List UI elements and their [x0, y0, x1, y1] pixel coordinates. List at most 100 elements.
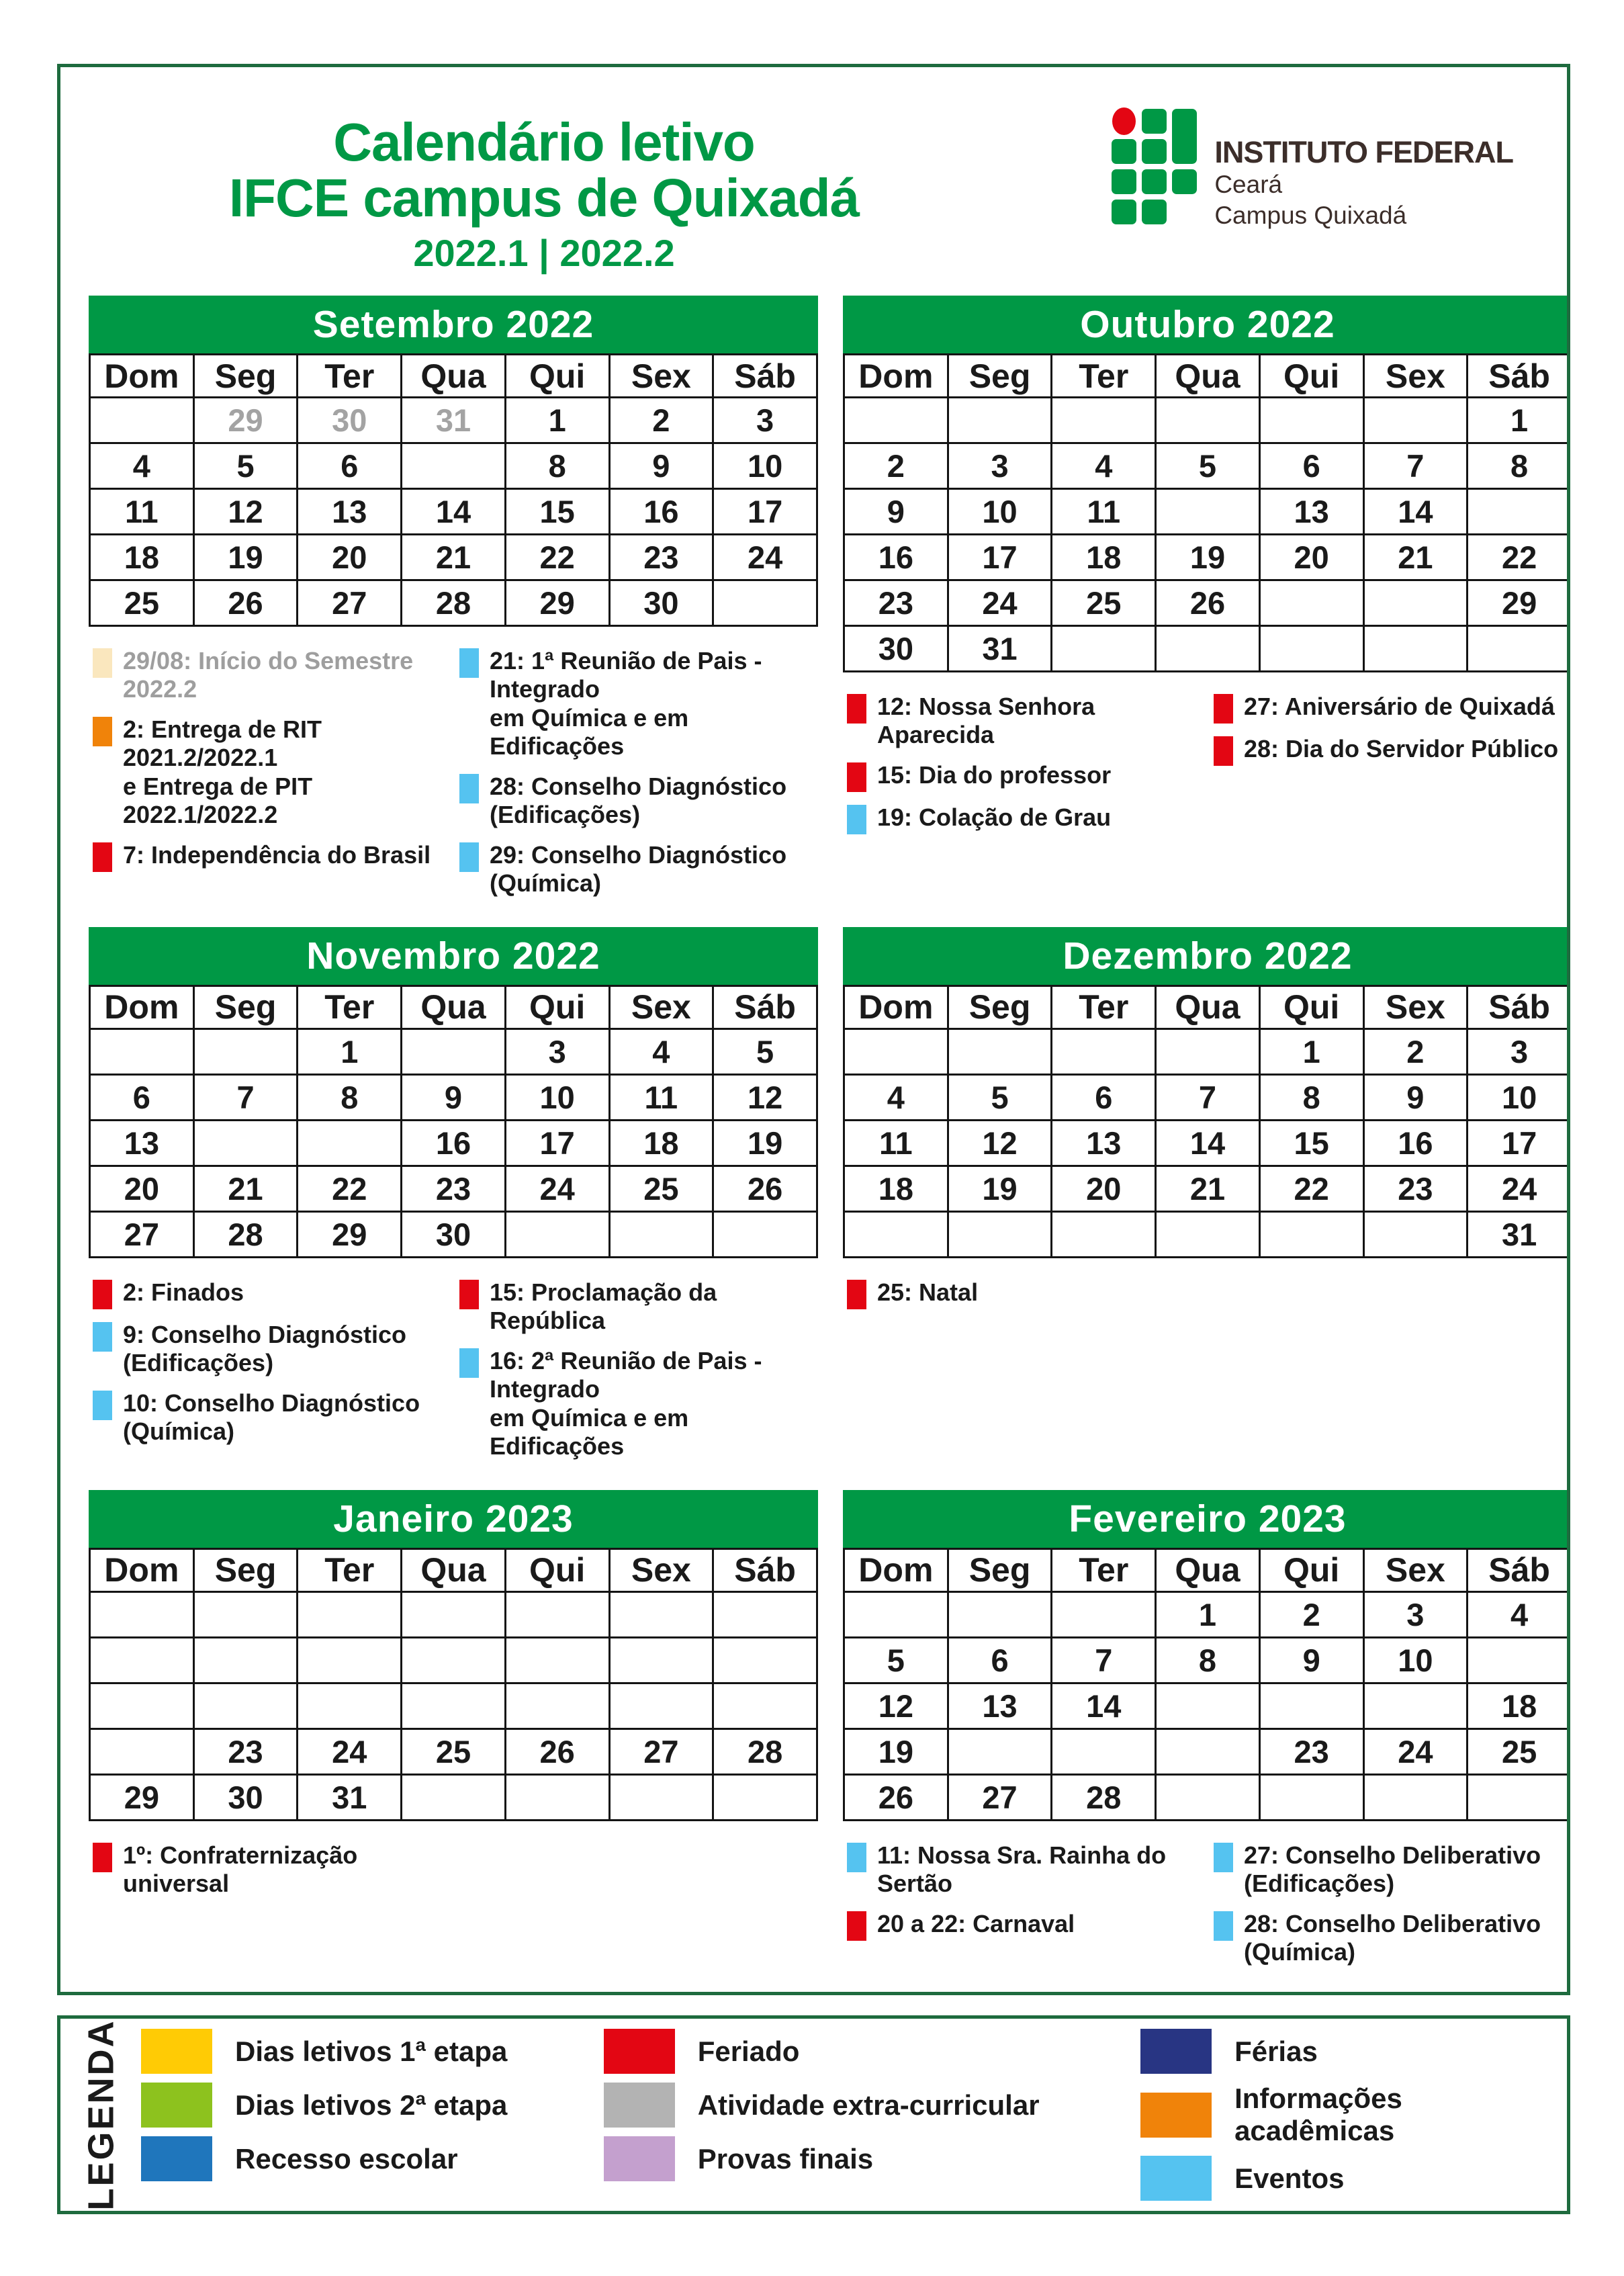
day-cell: 24 [1466, 1164, 1567, 1213]
legend-color-swatch [1214, 1911, 1233, 1941]
month-calendar: Setembro 2022 Dom Seg Ter Qua Qui Sex Sáb 29 30 31… [89, 296, 818, 910]
weekday-header: Qua [1155, 1547, 1261, 1593]
week-row: 18 19 20 21 22 23 24 [843, 1164, 1567, 1213]
month-legend-column: 12: Nossa Senhora Aparecida 15: Dia do pr… [847, 693, 1202, 846]
calendar-poster: Calendário letivo IFCE campus de Quixadá… [57, 64, 1570, 1995]
day-cell: 28 [1362, 579, 1469, 627]
month-legend-column: 27: Conselho Deliberativo (Edificações) 2… [1214, 1841, 1567, 1978]
day-cell: 11 [608, 1073, 715, 1121]
legend-color-swatch [459, 842, 479, 872]
day-cell: 10 [946, 488, 1053, 535]
day-cell: 15 [296, 1119, 403, 1167]
day-cell [843, 1027, 949, 1076]
day-cell: 17 [1466, 1119, 1567, 1167]
legenda-column: Dias letivos 1ª etapa Dias letivos 2ª eta… [141, 2020, 604, 2209]
legend-color-swatch [847, 1911, 866, 1941]
legend-color-swatch [459, 1279, 479, 1309]
day-cell: 28 [400, 579, 506, 627]
day-cell: 17 [504, 1119, 611, 1167]
day-cell: 19 [843, 1727, 949, 1776]
day-cell: 7 [192, 1073, 299, 1121]
day-cell: 3 [296, 1590, 403, 1638]
day-cell: 4 [1050, 442, 1157, 490]
legenda-box: LEGENDA Dias letivos 1ª etapa Dias letivo… [57, 2015, 1570, 2214]
week-row: 19 20 21 22 23 24 25 [843, 1727, 1567, 1776]
day-cell: 16 [400, 1119, 506, 1167]
weekday-header: Qui [1258, 984, 1365, 1030]
day-cell: 26 [192, 579, 299, 627]
day-cell: 14 [400, 488, 506, 535]
legend-text-line: 15: Dia do professor [877, 760, 1112, 789]
day-cell [504, 1210, 611, 1258]
day-cell: 12 [1155, 488, 1261, 535]
month-legend-item: 25: Natal [847, 1278, 1202, 1309]
week-row: 29 30 31 [89, 1773, 818, 1821]
day-cell: 29 [1258, 1210, 1365, 1258]
month-legend-text: 10: Conselho Diagnóstico (Química) [123, 1389, 447, 1446]
day-cell: 3 [1362, 1590, 1469, 1638]
legend-color-swatch [141, 2029, 212, 2074]
weekday-header: Sáb [1466, 984, 1567, 1030]
legend-color-swatch [1140, 2029, 1212, 2074]
weekday-header: Sáb [712, 1547, 818, 1593]
month-title: Novembro 2022 [89, 926, 818, 985]
month-legend: 2: Finados 9: Conselho Diagnóstico (Edifi… [93, 1278, 814, 1473]
month-legend-column: 29/08: Início do Semestre 2022.2 2: Entre… [93, 647, 447, 910]
day-cell: 13 [296, 488, 403, 535]
day-cell: 19 [1155, 533, 1261, 581]
ifce-logo: INSTITUTO FEDERAL Ceará Campus Quixadá [1112, 102, 1514, 231]
weekday-header: Ter [1050, 984, 1157, 1030]
month-legend-item: 2: Entrega de RIT 2021.2/2022.1 e Entrega… [93, 715, 447, 830]
day-cell: 24 [296, 1727, 403, 1776]
week-row: 27 28 29 30 [89, 1210, 818, 1258]
week-row: 13 14 15 16 17 18 19 [89, 1119, 818, 1167]
weekday-header: Sex [608, 1547, 715, 1593]
month-legend: 12: Nossa Senhora Aparecida 15: Dia do pr… [847, 693, 1567, 846]
day-cell: 31 [400, 396, 506, 444]
month-legend-item: 15: Dia do professor [847, 761, 1202, 792]
weekday-header: Dom [89, 353, 195, 398]
day-cell: 4 [89, 442, 195, 490]
month-legend-item: 28: Conselho Diagnóstico (Edificações) [459, 773, 814, 830]
week-row: 12 13 14 15 16 17 18 [843, 1681, 1567, 1730]
legend-text-line: 29: Conselho Diagnóstico (Química) [490, 840, 787, 898]
day-cell: 3 [712, 396, 818, 444]
legend-text-line: 28: Conselho Deliberativo (Química) [1244, 1909, 1541, 1966]
weekday-header: Qui [504, 1547, 611, 1593]
month-calendar: Dezembro 2022 Dom Seg Ter Qua Qui Sex Sáb 1 2 3 4 5 6… [843, 926, 1567, 1321]
legenda-label: Recesso escolar [235, 2142, 458, 2175]
day-cell: 27 [946, 1773, 1053, 1821]
day-cell: 8 [89, 1636, 195, 1684]
day-cell: 9 [1258, 1636, 1365, 1684]
day-cell: 21 [712, 1681, 818, 1730]
month-legend-item: 19: Colação de Grau [847, 803, 1202, 834]
weekday-header: Sáb [712, 353, 818, 398]
day-cell: 18 [400, 1681, 506, 1730]
day-cell: 3 [504, 1027, 611, 1076]
weekday-header: Seg [192, 1547, 299, 1593]
week-row: 11 12 13 14 15 16 17 [89, 488, 818, 535]
day-cell: 14 [1050, 1681, 1157, 1730]
legenda-title: LEGENDA [81, 2019, 122, 2211]
month-legend-item: 27: Conselho Deliberativo (Edificações) [1214, 1841, 1567, 1898]
ifce-logo-icon [1112, 107, 1198, 231]
month-legend-text: 16: 2ª Reunião de Pais - Integrado em Quí… [490, 1347, 814, 1461]
day-cell: 8 [1155, 1636, 1261, 1684]
month-calendar: Outubro 2022 Dom Seg Ter Qua Qui Sex Sáb 1 2 3 4 5 6 7… [843, 296, 1567, 846]
legend-text-line: 2: Entrega de RIT 2021.2/2022.1 [123, 715, 322, 772]
day-cell: 1 [1258, 1027, 1365, 1076]
month-legend-item: 11: Nossa Sra. Rainha do Sertão [847, 1841, 1202, 1898]
day-cell: 15 [1466, 488, 1567, 535]
legenda-item: Férias [1140, 2029, 1553, 2074]
atencao-section: ATENÇÃOPedido de matrícula 2021.2 para 2… [60, 1978, 1567, 1992]
months-grid: Setembro 2022 Dom Seg Ter Qua Qui Sex Sáb 29 30 31… [60, 289, 1567, 1978]
weekday-row: Dom Seg Ter Qua Qui Sex Sáb [89, 984, 818, 1030]
day-cell [1362, 396, 1469, 444]
day-cell [1258, 396, 1365, 444]
weekday-header: Ter [1050, 1547, 1157, 1593]
weekday-header: Qua [400, 353, 506, 398]
month-legend-column [459, 1841, 814, 1910]
month-legend-text: 27: Conselho Deliberativo (Edificações) [1244, 1841, 1567, 1898]
weekday-header: Seg [946, 1547, 1053, 1593]
